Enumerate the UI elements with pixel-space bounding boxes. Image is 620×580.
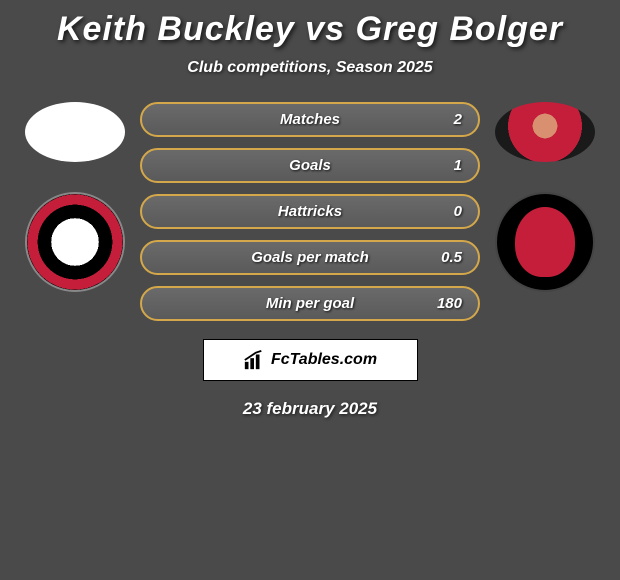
stat-right-value: 0	[402, 203, 462, 220]
page-subtitle: Club competitions, Season 2025	[0, 59, 620, 77]
chart-icon	[243, 349, 265, 371]
main-row: Matches 2 Goals 1 Hattricks 0 Goals per …	[0, 102, 620, 321]
stat-label: Min per goal	[218, 295, 402, 312]
stat-row-goals-per-match: Goals per match 0.5	[140, 240, 480, 275]
player-left-club-logo	[25, 192, 125, 292]
page-title: Keith Buckley vs Greg Bolger	[0, 10, 620, 49]
stat-row-matches: Matches 2	[140, 102, 480, 137]
stat-row-min-per-goal: Min per goal 180	[140, 286, 480, 321]
left-player-column	[20, 102, 130, 292]
stat-label: Goals	[218, 157, 402, 174]
right-player-column	[490, 102, 600, 292]
brand-text: FcTables.com	[271, 351, 377, 369]
stat-label: Hattricks	[218, 203, 402, 220]
stat-right-value: 180	[402, 295, 462, 312]
player-left-photo	[25, 102, 125, 162]
player-right-club-logo	[495, 192, 595, 292]
stat-label: Matches	[218, 111, 402, 128]
player-right-photo	[495, 102, 595, 162]
comparison-card: Keith Buckley vs Greg Bolger Club compet…	[0, 0, 620, 419]
stat-right-value: 1	[402, 157, 462, 174]
stats-column: Matches 2 Goals 1 Hattricks 0 Goals per …	[140, 102, 480, 321]
stat-right-value: 2	[402, 111, 462, 128]
stat-row-goals: Goals 1	[140, 148, 480, 183]
brand-box[interactable]: FcTables.com	[203, 339, 418, 381]
footer-date: 23 february 2025	[0, 399, 620, 419]
stat-label: Goals per match	[218, 249, 402, 266]
stat-right-value: 0.5	[402, 249, 462, 266]
stat-row-hattricks: Hattricks 0	[140, 194, 480, 229]
